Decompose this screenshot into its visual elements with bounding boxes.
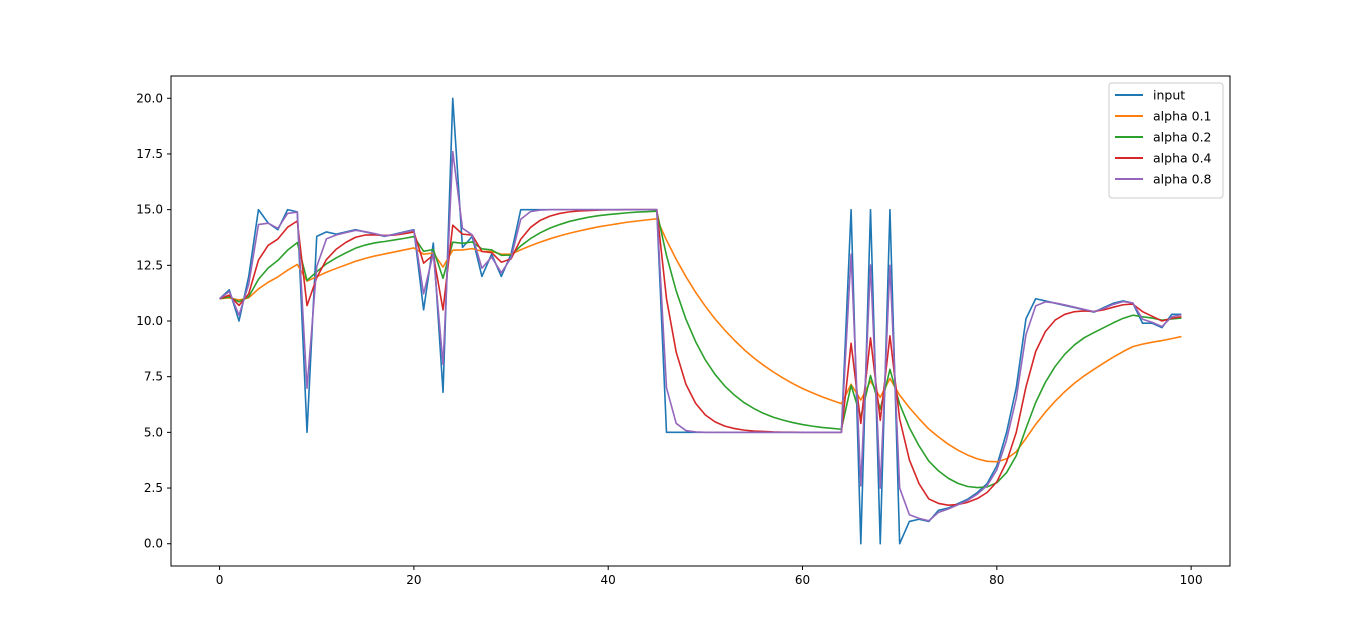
series-line-2 bbox=[219, 210, 1182, 489]
y-tick-label: 2.5 bbox=[144, 481, 163, 495]
legend-label-3: alpha 0.4 bbox=[1153, 151, 1212, 166]
plot-area bbox=[171, 76, 1230, 566]
y-tick-label: 17.5 bbox=[136, 147, 163, 161]
legend-box bbox=[1108, 82, 1224, 199]
series-line-1 bbox=[219, 217, 1182, 463]
y-tick-label: 15.0 bbox=[136, 203, 163, 217]
y-axis: 0.0 2.5 5.0 7.5 10.0 12.5 15.0 17.5 20.0 bbox=[136, 91, 171, 551]
y-tick-label: 10.0 bbox=[136, 314, 163, 328]
y-tick-label: 0.0 bbox=[144, 537, 163, 551]
x-tick-label: 60 bbox=[795, 573, 810, 587]
y-tick-label: 7.5 bbox=[144, 370, 163, 384]
legend: input alpha 0.1 alpha 0.2 alpha 0.4 alpha 0.… bbox=[1108, 82, 1224, 199]
x-tick-label: 0 bbox=[216, 573, 224, 587]
y-tick-label: 5.0 bbox=[144, 425, 163, 439]
legend-label-4: alpha 0.8 bbox=[1153, 172, 1212, 187]
x-axis: 0 20 40 60 80 100 bbox=[216, 566, 1203, 587]
series-line-4 bbox=[219, 150, 1182, 522]
series-layer bbox=[219, 97, 1182, 545]
x-tick-label: 100 bbox=[1180, 573, 1203, 587]
legend-label-2: alpha 0.2 bbox=[1153, 130, 1212, 145]
y-tick-label: 20.0 bbox=[136, 91, 163, 105]
x-tick-label: 80 bbox=[989, 573, 1004, 587]
legend-label-0: input bbox=[1153, 88, 1185, 103]
y-tick-label: 12.5 bbox=[136, 258, 163, 272]
x-tick-label: 20 bbox=[406, 573, 421, 587]
legend-label-1: alpha 0.1 bbox=[1153, 109, 1212, 124]
x-tick-label: 40 bbox=[601, 573, 616, 587]
